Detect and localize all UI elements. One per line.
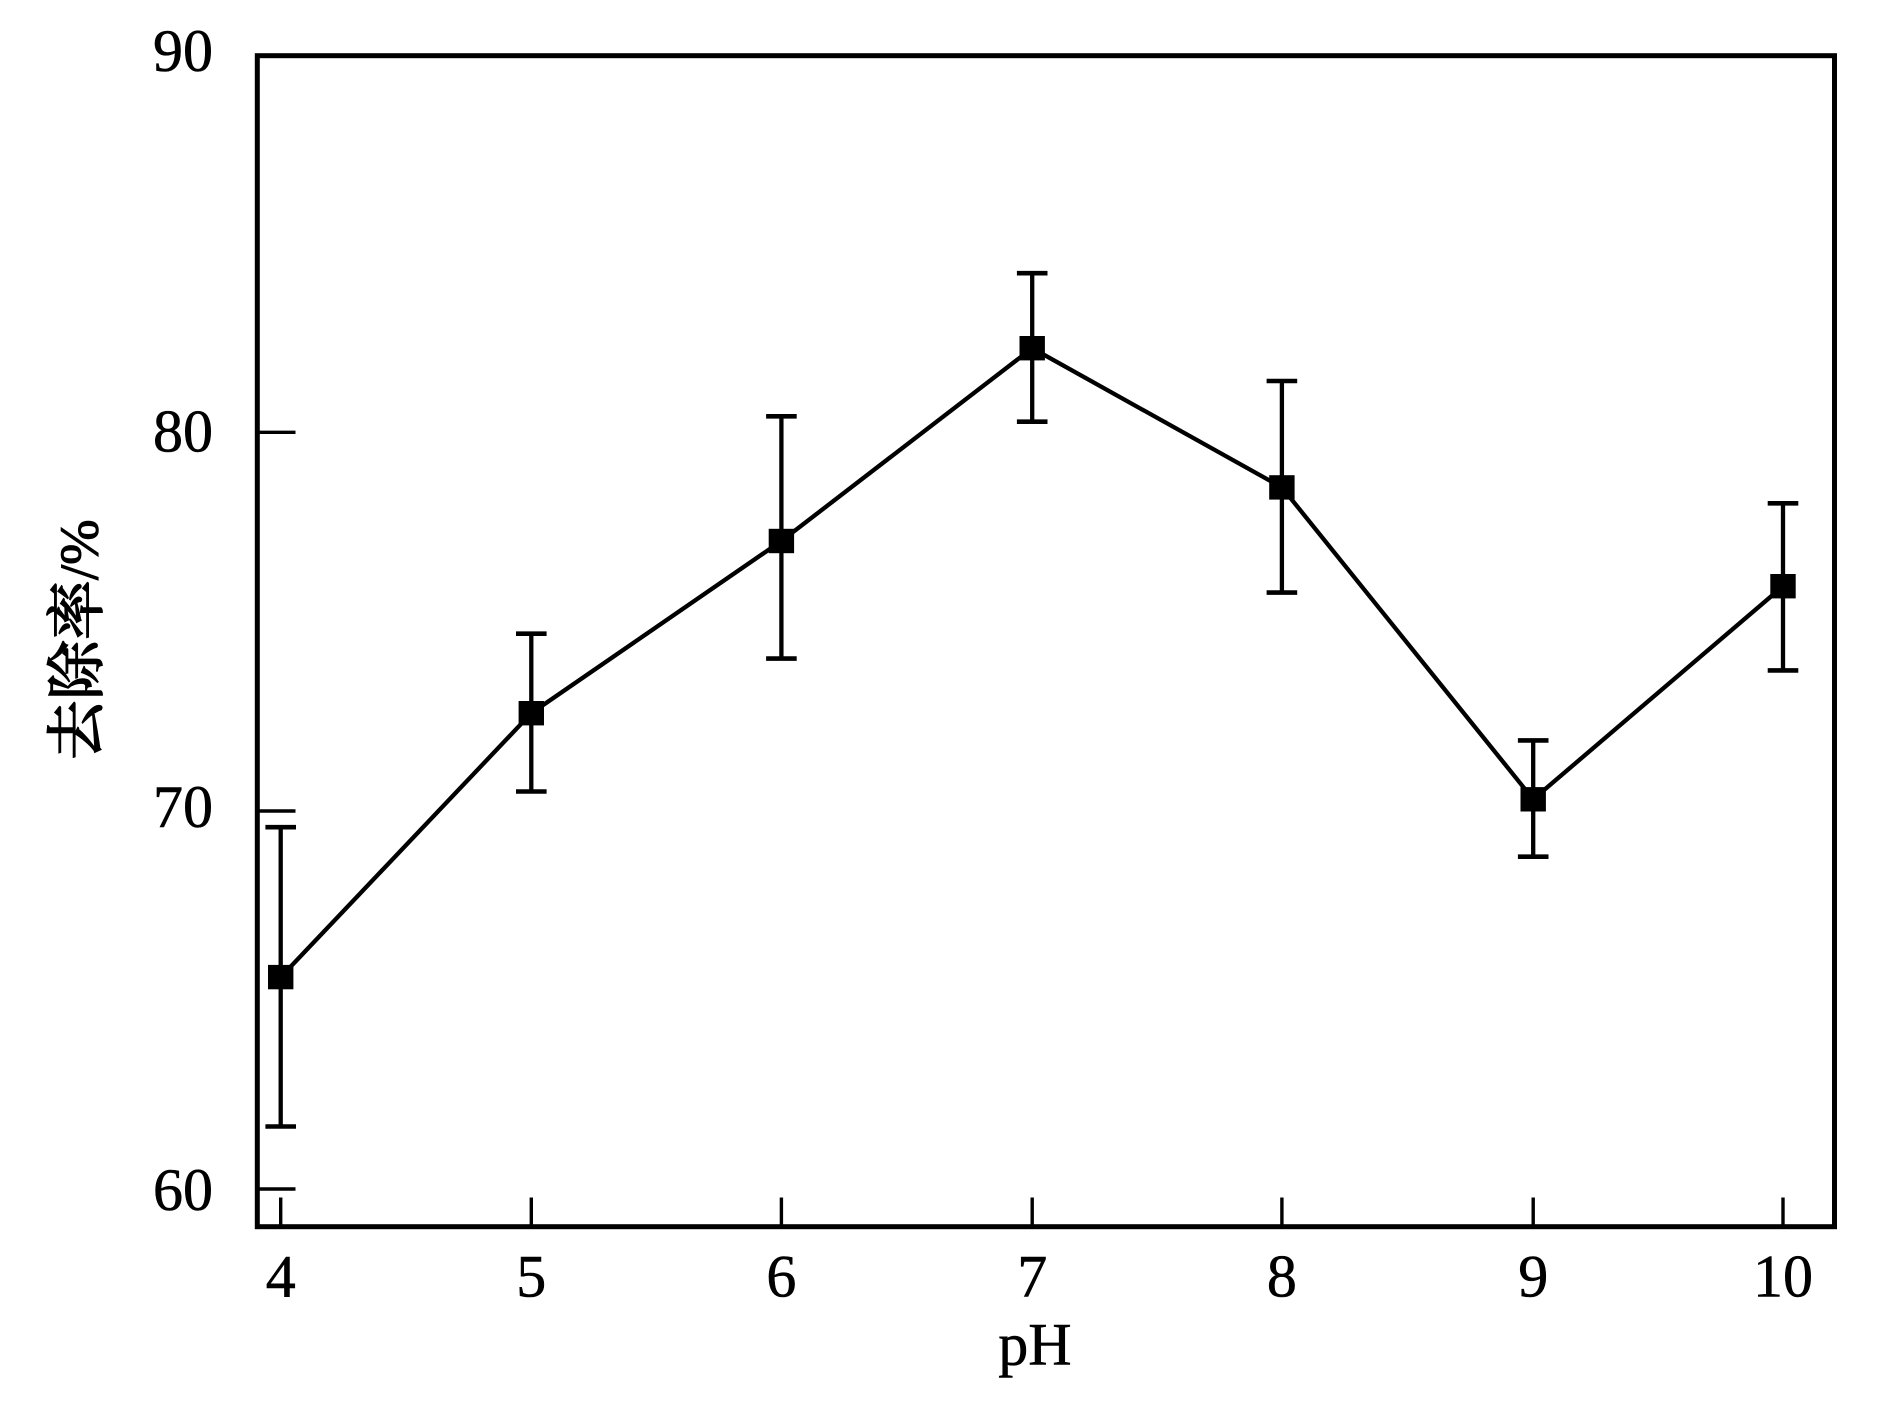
svg-text:70: 70: [153, 774, 213, 840]
svg-text:6: 6: [766, 1243, 796, 1309]
svg-text:7: 7: [1017, 1243, 1047, 1309]
svg-text:9: 9: [1518, 1243, 1548, 1309]
svg-text:10: 10: [1753, 1243, 1813, 1309]
svg-text:5: 5: [516, 1243, 546, 1309]
svg-text:4: 4: [266, 1243, 296, 1309]
svg-text:pH: pH: [998, 1312, 1071, 1378]
svg-text:80: 80: [153, 398, 213, 464]
svg-text:90: 90: [153, 18, 213, 84]
svg-text:60: 60: [153, 1157, 213, 1223]
svg-text:8: 8: [1267, 1243, 1297, 1309]
